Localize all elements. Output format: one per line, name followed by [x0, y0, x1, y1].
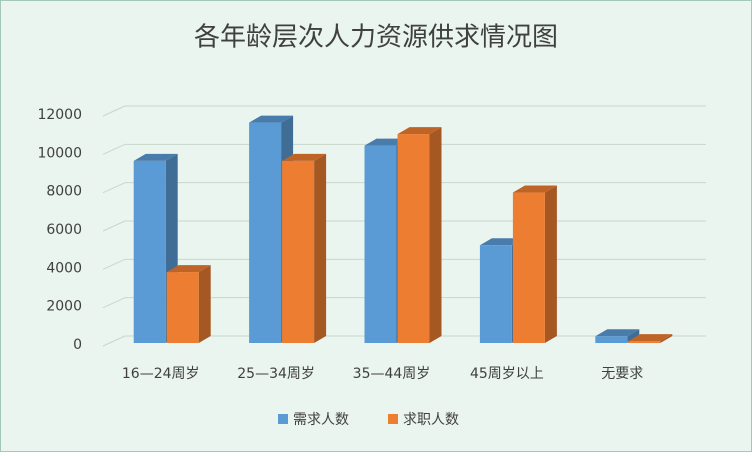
- y-tick-label: 8000: [46, 184, 82, 200]
- x-tick-label: 无要求: [601, 366, 643, 382]
- grid-line: [102, 220, 126, 232]
- grid-line: [102, 182, 126, 194]
- bar-top: [133, 153, 178, 161]
- y-tick-label: 0: [73, 337, 82, 353]
- y-tick-label: 2000: [46, 299, 82, 315]
- bar: [133, 160, 166, 343]
- grid-line: [102, 105, 126, 117]
- bar: [282, 160, 315, 343]
- legend-label: 需求人数: [293, 412, 349, 428]
- bar-side: [314, 153, 327, 343]
- x-tick-label: 35—44周岁: [353, 366, 431, 382]
- bar-top: [166, 265, 211, 273]
- legend-label: 求职人数: [403, 412, 459, 428]
- y-tick-label: 6000: [46, 222, 82, 238]
- bar-side: [544, 185, 557, 343]
- bar-top: [397, 127, 442, 135]
- bar: [249, 122, 282, 343]
- y-tick-label: 10000: [37, 145, 82, 161]
- legend-swatch: [278, 414, 288, 424]
- legend-swatch: [388, 414, 398, 424]
- bar: [628, 341, 661, 343]
- bar-side: [198, 265, 211, 343]
- chart-title: 各年龄层次人力资源供求情况图: [194, 23, 558, 53]
- bar: [595, 336, 628, 343]
- x-tick-label: 25—34周岁: [237, 366, 315, 382]
- bar-top: [249, 115, 294, 123]
- grid-line: [102, 143, 126, 155]
- grid-line: [102, 297, 126, 309]
- bar-top: [282, 153, 327, 161]
- bar: [166, 272, 199, 343]
- bar-side: [627, 329, 640, 343]
- bar-top: [628, 334, 673, 342]
- bar-top: [595, 329, 640, 337]
- x-tick-label: 45周岁以上: [470, 366, 544, 382]
- grid-line: [102, 335, 126, 347]
- y-tick-label: 4000: [46, 260, 82, 276]
- bar: [512, 192, 545, 343]
- bar: [479, 245, 512, 343]
- x-tick-label: 16—24周岁: [122, 366, 200, 382]
- bar-side: [429, 127, 442, 343]
- bar-side: [660, 334, 673, 343]
- bar-top: [512, 185, 557, 193]
- y-tick-label: 12000: [37, 107, 82, 123]
- grid-line: [102, 258, 126, 270]
- bar: [397, 134, 430, 343]
- bar: [364, 145, 397, 343]
